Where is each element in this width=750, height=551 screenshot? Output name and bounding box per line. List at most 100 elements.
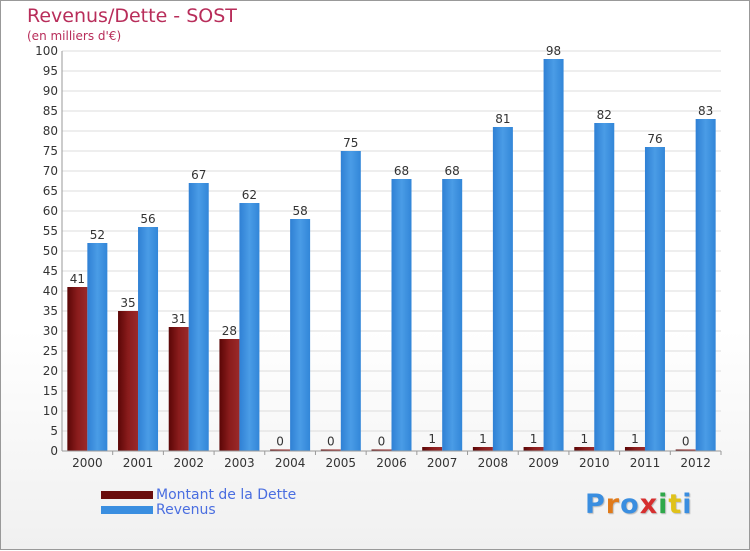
x-tick-label-2005: 2005 [326, 456, 357, 470]
bar-dette-2002 [168, 327, 189, 451]
y-tick-label-0: 0 [50, 444, 58, 458]
legend-label-dette: Montant de la Dette [156, 487, 297, 503]
y-tick-label-85: 85 [43, 104, 58, 118]
x-tick-label-2003: 2003 [224, 456, 255, 470]
bar-dette-2001 [118, 311, 139, 451]
logo-letter: i [658, 489, 669, 520]
y-tick-label-40: 40 [43, 284, 58, 298]
data-label-dette-2007: 1 [428, 432, 436, 446]
x-tick-label-2006: 2006 [376, 456, 407, 470]
bar-revenus-2005 [340, 151, 361, 451]
chart-subtitle: (en milliers d'€) [27, 29, 122, 43]
y-tick-label-90: 90 [43, 84, 58, 98]
legend-swatch-dette [101, 491, 153, 499]
data-label-dette-2006: 0 [378, 435, 386, 449]
x-tick-label-2010: 2010 [579, 456, 610, 470]
y-tick-label-95: 95 [43, 64, 58, 78]
data-label-dette-2000: 41 [70, 272, 85, 286]
data-label-revenus-2001: 56 [140, 212, 155, 226]
x-tick-label-2001: 2001 [123, 456, 154, 470]
bar-dette-2007 [422, 447, 443, 451]
data-label-dette-2011: 1 [631, 432, 639, 446]
x-tick-label-2000: 2000 [72, 456, 103, 470]
y-tick-label-35: 35 [43, 304, 58, 318]
y-tick-label-70: 70 [43, 164, 58, 178]
logo-letter: t [668, 489, 683, 520]
bar-revenus-2012 [695, 119, 716, 451]
data-label-revenus-2003: 62 [242, 188, 257, 202]
y-tick-label-100: 100 [35, 44, 58, 58]
y-tick-label-10: 10 [43, 404, 58, 418]
data-label-revenus-2005: 75 [343, 136, 358, 150]
bar-revenus-2011 [644, 147, 665, 451]
chart-title: Revenus/Dette - SOST [27, 5, 237, 27]
data-label-dette-2008: 1 [479, 432, 487, 446]
data-label-revenus-2008: 81 [495, 112, 510, 126]
logo-letter: i [682, 489, 693, 520]
bar-revenus-2008 [492, 127, 513, 451]
data-label-dette-2012: 0 [682, 435, 690, 449]
y-tick-label-30: 30 [43, 324, 58, 338]
bar-revenus-2002 [188, 183, 209, 451]
y-tick-label-55: 55 [43, 224, 58, 238]
x-tick-label-2011: 2011 [630, 456, 661, 470]
data-label-revenus-2012: 83 [698, 104, 713, 118]
x-tick-label-2008: 2008 [478, 456, 509, 470]
y-tick-label-50: 50 [43, 244, 58, 258]
logo-letter: P [585, 489, 606, 520]
bar-revenus-2004 [290, 219, 311, 451]
bar-revenus-2001 [138, 227, 159, 451]
x-tick-label-2002: 2002 [173, 456, 204, 470]
y-tick-label-80: 80 [43, 124, 58, 138]
bar-revenus-2003 [239, 203, 260, 451]
data-label-dette-2004: 0 [276, 435, 284, 449]
bar-dette-2010 [574, 447, 595, 451]
data-labels: 41 52 35 56 31 67 28 62 0 58 0 75 0 68 1 68 1 81 1 98 1 82 1 76… [70, 44, 714, 449]
data-label-dette-2002: 31 [171, 312, 186, 326]
data-label-dette-2005: 0 [327, 435, 335, 449]
proxiti-logo: Proxiti [585, 489, 693, 520]
bar-dette-2005 [320, 449, 341, 451]
logo-letter: x [639, 489, 659, 520]
bar-revenus-2010 [594, 123, 615, 451]
bar-dette-2004 [270, 449, 291, 451]
legend-swatch-revenus [101, 506, 153, 514]
data-label-dette-2010: 1 [580, 432, 588, 446]
data-label-revenus-2010: 82 [597, 108, 612, 122]
x-tick-label-2004: 2004 [275, 456, 306, 470]
data-label-dette-2009: 1 [530, 432, 538, 446]
bar-dette-2000 [67, 287, 88, 451]
legend-label-revenus: Revenus [156, 502, 216, 518]
bar-revenus-2007 [442, 179, 463, 451]
x-tick-label-2009: 2009 [528, 456, 559, 470]
bar-dette-2008 [472, 447, 493, 451]
y-tick-label-15: 15 [43, 384, 58, 398]
data-label-revenus-2004: 58 [292, 204, 307, 218]
bars [67, 59, 716, 451]
data-label-revenus-2011: 76 [647, 132, 662, 146]
data-label-revenus-2000: 52 [90, 228, 105, 242]
bar-dette-2009 [523, 447, 544, 451]
data-label-dette-2003: 28 [222, 324, 237, 338]
y-tick-label-60: 60 [43, 204, 58, 218]
bar-dette-2012 [675, 449, 696, 451]
data-label-dette-2001: 35 [120, 296, 135, 310]
data-label-revenus-2009: 98 [546, 44, 561, 58]
axes: 0510152025303540455055606570758085909510… [35, 44, 722, 470]
y-tick-label-25: 25 [43, 344, 58, 358]
data-label-revenus-2007: 68 [445, 164, 460, 178]
bar-revenus-2006 [391, 179, 412, 451]
data-label-revenus-2006: 68 [394, 164, 409, 178]
bar-dette-2011 [624, 447, 645, 451]
bar-revenus-2009 [543, 59, 564, 451]
logo-letter: r [605, 489, 621, 520]
bar-revenus-2000 [87, 243, 108, 451]
data-label-revenus-2002: 67 [191, 168, 206, 182]
x-tick-label-2012: 2012 [680, 456, 711, 470]
y-tick-label-75: 75 [43, 144, 58, 158]
x-tick-label-2007: 2007 [427, 456, 458, 470]
y-tick-label-20: 20 [43, 364, 58, 378]
bar-dette-2006 [371, 449, 392, 451]
